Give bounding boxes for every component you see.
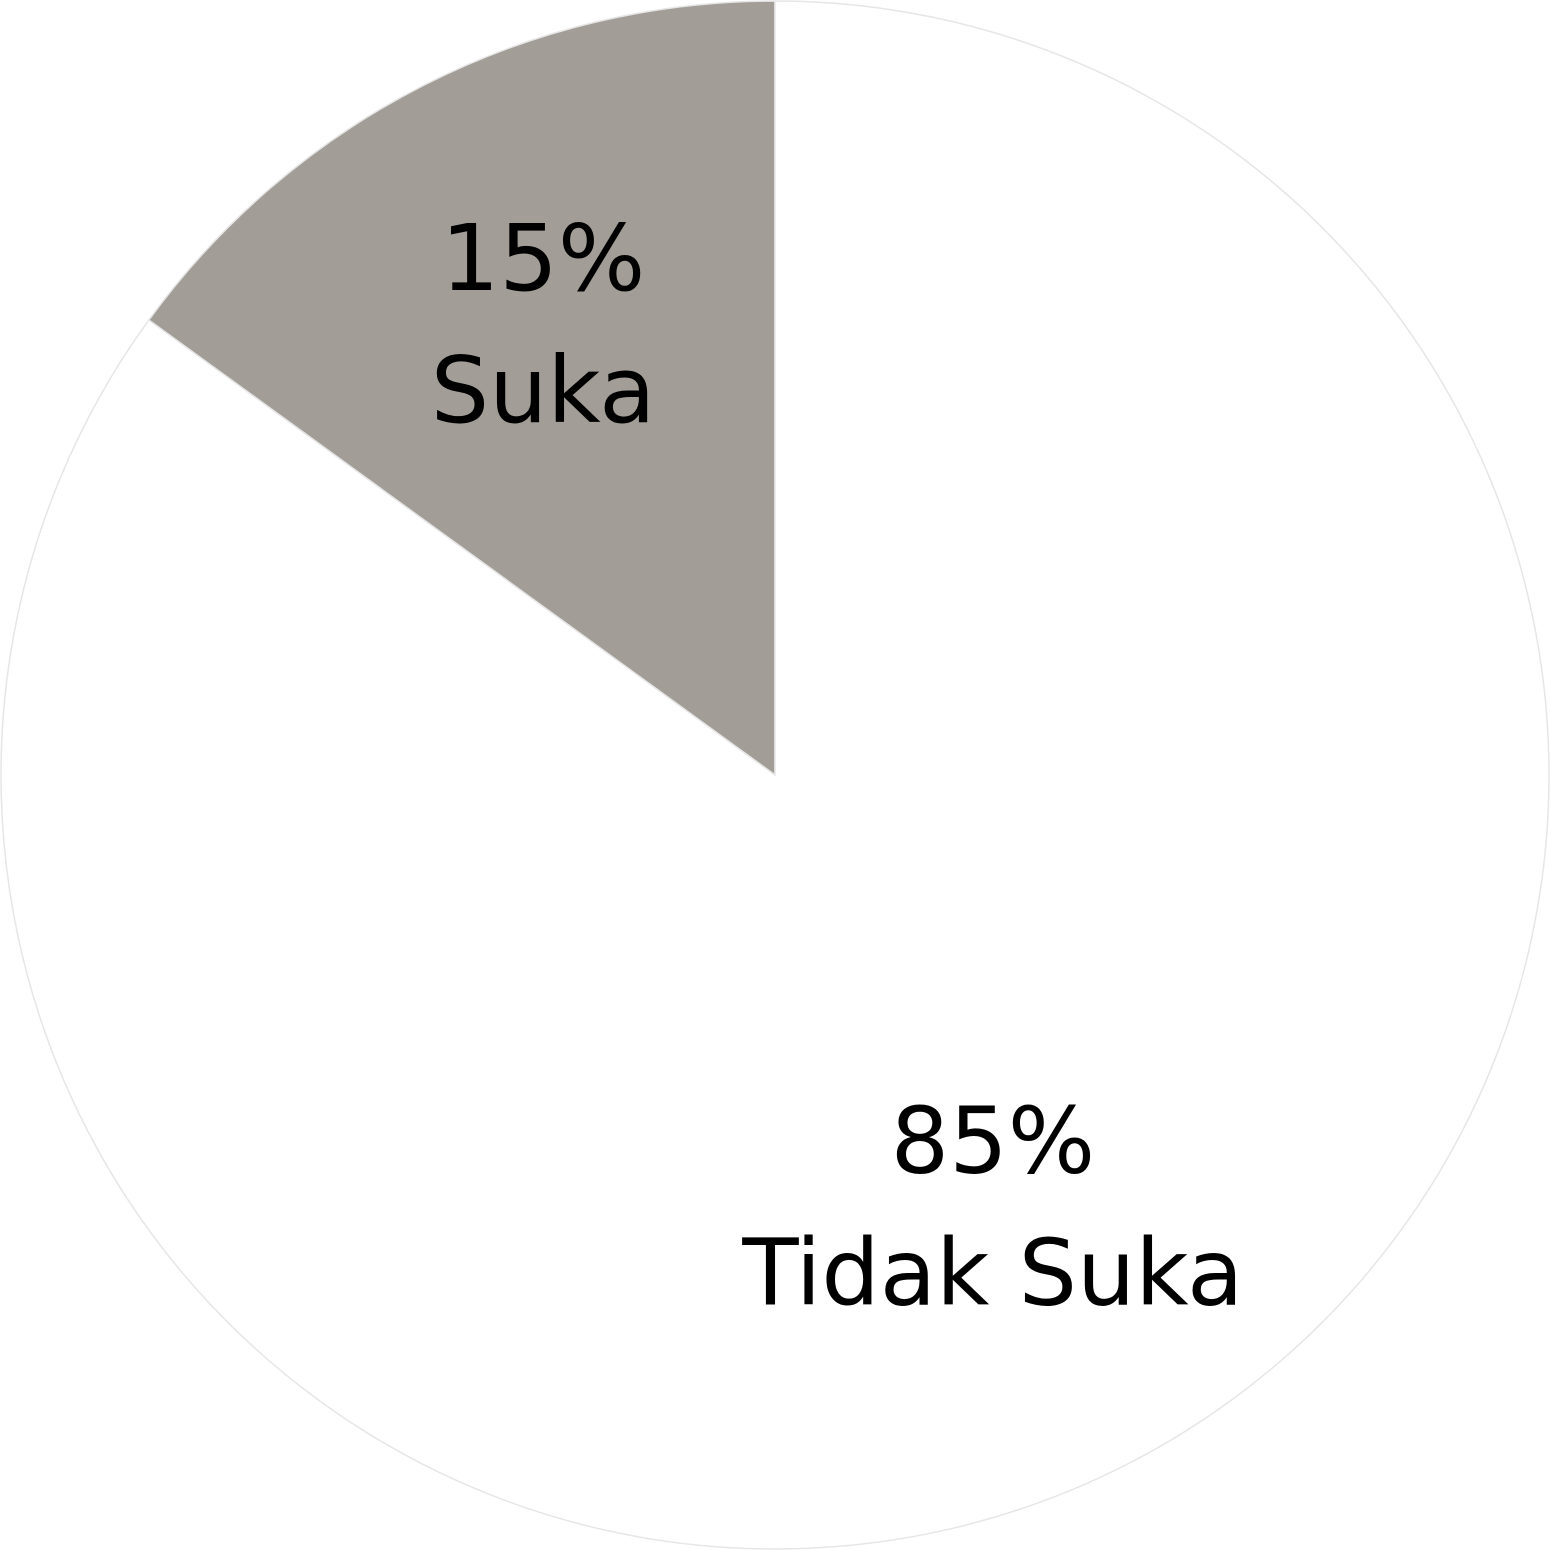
pie-label-value: 85% (891, 1088, 1095, 1195)
pie-slice-suka (147, 0, 776, 777)
pie-label-category: Tidak Suka (741, 1220, 1243, 1327)
pie-label-value: 15% (441, 205, 645, 312)
pie-labels: 15% Suka 85% Tidak Suka (431, 205, 1244, 1327)
pie-label-suka: 15% Suka (431, 205, 656, 444)
pie-label-category: Suka (431, 337, 656, 444)
pie-label-tidak-suka: 85% Tidak Suka (741, 1088, 1243, 1327)
